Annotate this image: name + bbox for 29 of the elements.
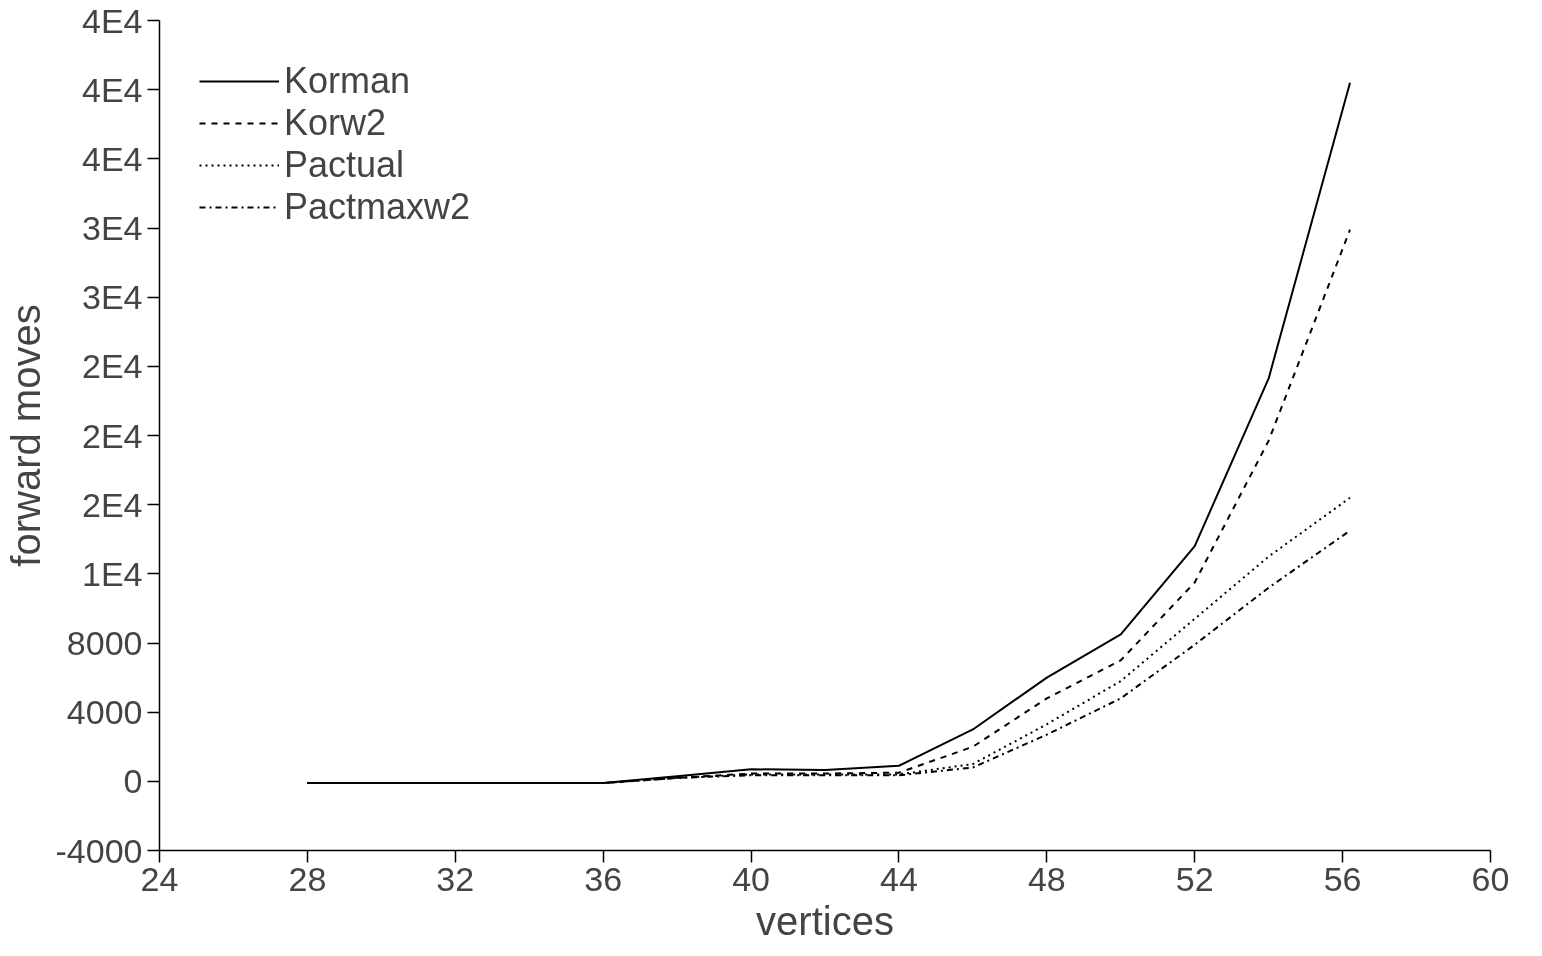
y-tick-label: 4000 [66,693,143,732]
x-tick-label: 52 [1175,859,1214,898]
x-tick-label: 36 [584,859,623,898]
x-tick-label: 60 [1471,859,1510,898]
x-tick-label: 32 [436,859,475,898]
y-tick-label: 8000 [66,624,143,662]
y-axis-title: forward moves [3,304,48,567]
y-tick-label: 1E4 [82,554,143,593]
y-tick-label: 2E4 [82,416,143,455]
x-tick-label: 56 [1323,859,1362,898]
legend-label: Pactmaxw2 [284,186,471,228]
x-tick-label: 48 [1027,859,1066,898]
y-tick-label: -4000 [55,831,143,870]
x-tick-label: 24 [140,859,179,898]
y-tick-label: 2E4 [82,347,143,386]
y-tick-label: 4E4 [82,139,143,178]
y-tick-label: 3E4 [82,209,143,247]
y-tick-label: 2E4 [82,485,143,524]
legend-label: Pactual [284,144,405,186]
legend-label: Korw2 [284,102,387,144]
x-axis-title: vertices [756,898,894,943]
y-tick-label: 3E4 [82,278,143,317]
y-tick-label: 4E4 [82,1,143,40]
y-tick-label: 0 [123,762,143,801]
x-tick-label: 40 [732,859,770,898]
y-tick-label: 4E4 [82,70,143,109]
x-tick-label: 28 [288,859,327,898]
x-tick-label: 44 [880,859,918,898]
legend-label: Korman [284,60,411,102]
